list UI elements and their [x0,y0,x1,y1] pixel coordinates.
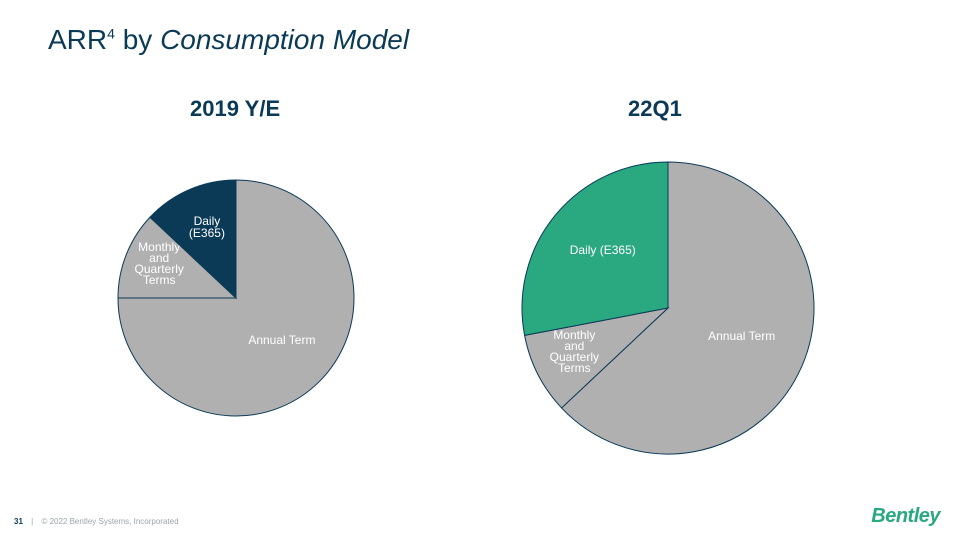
title-sup: 4 [107,26,115,42]
title-mid: by [115,24,160,55]
title-prefix: ARR [48,24,107,55]
chart-22q1-title: 22Q1 [628,96,682,122]
chart-2019-title: 2019 Y/E [190,96,280,122]
chart-22q1-slice-2-label: Daily (E365) [570,243,636,257]
bentley-logo: Bentley [871,505,940,528]
chart-2019-slice-2-label: Daily(E365) [189,214,225,240]
footer-separator: | [31,517,33,526]
page-number: 31 [14,517,23,526]
chart-22q1-pie: Annual TermMonthlyandQuarterlyTermsDaily… [488,128,848,493]
chart-2019-slice-0-label: Annual Term [248,333,315,347]
chart-2019-pie: Annual TermMonthlyandQuarterlyTermsDaily… [86,148,386,453]
copyright-text: © 2022 Bentley Systems, Incorporated [41,517,178,526]
title-italic: Consumption Model [160,24,409,55]
chart-22q1-slice-0-label: Annual Term [708,329,775,343]
slide-title: ARR4 by Consumption Model [48,24,409,56]
footer: 31 | © 2022 Bentley Systems, Incorporate… [14,517,179,526]
